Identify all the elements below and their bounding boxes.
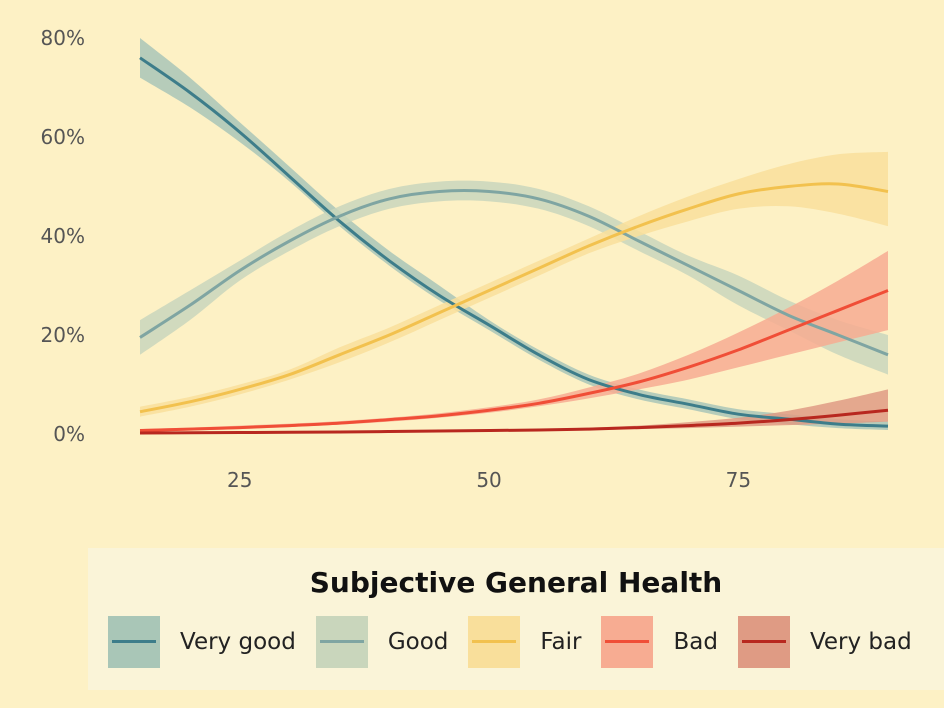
line-very-good xyxy=(139,56,889,428)
y-tick-label: 60% xyxy=(41,125,85,149)
legend-item-fair: Fair xyxy=(468,616,581,668)
legend-item-very-bad: Very bad xyxy=(737,616,912,668)
band-very-good xyxy=(140,38,888,430)
legend-item-very-good: Very good xyxy=(108,616,296,668)
legend-key-very-good xyxy=(108,616,160,668)
confidence-bands xyxy=(140,38,888,434)
legend-label: Bad xyxy=(673,629,718,655)
legend-key-line xyxy=(741,640,786,643)
line-good xyxy=(139,189,889,357)
x-tick-label: 25 xyxy=(227,468,252,492)
legend-key-line xyxy=(472,640,517,643)
y-axis-tick-labels: 0% 20% 40% 60% 80% xyxy=(41,26,85,446)
band-fair xyxy=(140,151,888,417)
legend-key-bad xyxy=(601,616,654,668)
legend: Subjective General Health Very good Good F… xyxy=(88,548,944,690)
band-bad xyxy=(140,250,888,432)
legend-label: Very good xyxy=(180,629,296,655)
legend-label: Fair xyxy=(540,629,582,655)
legend-label: Good xyxy=(387,629,449,655)
y-tick-label: 40% xyxy=(41,224,85,248)
x-tick-label: 75 xyxy=(726,468,751,492)
band-very-bad xyxy=(140,389,888,434)
line-fair xyxy=(139,182,889,414)
legend-items: Very good Good Fair Bad Very bad xyxy=(108,616,932,668)
series-lines xyxy=(139,56,889,435)
y-tick-label: 0% xyxy=(53,422,85,446)
line-very-bad xyxy=(139,408,889,435)
y-tick-label: 20% xyxy=(41,323,85,347)
legend-key-good xyxy=(315,616,368,668)
legend-title: Subjective General Health xyxy=(309,566,723,599)
legend-item-good: Good xyxy=(315,616,449,668)
legend-key-very-bad xyxy=(737,616,790,668)
legend-key-fair xyxy=(468,616,521,668)
line-bad xyxy=(139,289,889,432)
legend-key-line xyxy=(605,640,650,643)
health-probability-chart: 0% 20% 40% 60% 80% 25 50 75 xyxy=(41,26,889,492)
x-tick-label: 50 xyxy=(476,468,501,492)
legend-key-line xyxy=(319,640,364,643)
legend-key-line xyxy=(112,640,156,643)
legend-label: Very bad xyxy=(809,629,912,655)
y-tick-label: 80% xyxy=(41,26,85,50)
legend-item-bad: Bad xyxy=(601,616,718,668)
x-axis-tick-labels: 25 50 75 xyxy=(227,468,751,492)
band-good xyxy=(140,180,888,375)
